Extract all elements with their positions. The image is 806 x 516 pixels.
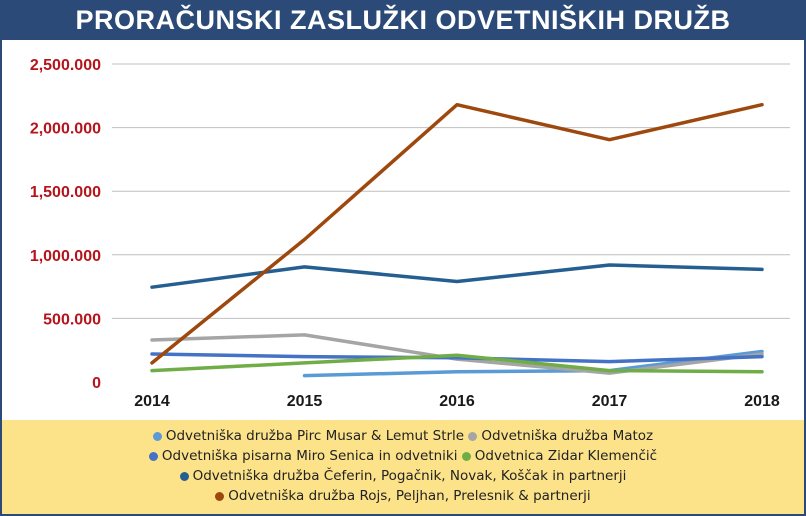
- legend-dot-icon: [152, 431, 162, 441]
- y-tick-label: 1,500.000: [30, 184, 101, 201]
- legend-row-2: Odvetniška pisarna Miro Senica in odvetn…: [2, 448, 804, 465]
- series-line-5: [150, 263, 764, 289]
- legend-label: Odvetniška družba Čeferin, Pogačnik, Nov…: [192, 468, 627, 484]
- legend-row-4: Odvetniška družba Rojs, Peljhan, Prelesn…: [2, 488, 804, 505]
- grid-layer: [112, 63, 790, 319]
- series-line-1: [302, 349, 764, 378]
- chart-title-bar: PRORAČUNSKI ZASLUŽKI ODVETNIŠKIH DRUŽB: [0, 0, 806, 40]
- legend-item: Odvetniška pisarna Miro Senica in odvetn…: [148, 448, 458, 464]
- chart-title: PRORAČUNSKI ZASLUŽKI ODVETNIŠKIH DRUŽB: [75, 4, 731, 35]
- series-line-6: [150, 102, 764, 365]
- y-tick-label: 0: [92, 375, 101, 392]
- legend-label: Odvetniška družba Matoz: [481, 428, 654, 444]
- legend-row-1: Odvetniška družba Pirc Musar & Lemut Str…: [2, 428, 804, 445]
- series-layer: [150, 102, 764, 378]
- legend-label: Odvetniška pisarna Miro Senica in odvetn…: [161, 448, 458, 464]
- series-line-3: [150, 352, 764, 364]
- y-tick-label: 500.000: [43, 311, 101, 328]
- y-axis-ticks: 0 500.000 1,000.000 1,500.000 2,000.000 2,500…: [30, 57, 101, 392]
- legend-item: Odvetniška družba Matoz: [468, 428, 653, 444]
- legend-label: Odvetnica Zidar Klemenčič: [474, 448, 658, 464]
- legend-item: Odvetniška družba Čeferin, Pogačnik, Nov…: [179, 468, 627, 484]
- x-tick-label: 2016: [439, 393, 475, 410]
- legend: Odvetniška družba Pirc Musar & Lemut Str…: [2, 420, 804, 514]
- y-tick-label: 2,500.000: [30, 57, 101, 74]
- legend-dot-icon: [468, 431, 478, 441]
- x-tick-label: 2018: [744, 393, 780, 410]
- legend-dot-icon: [179, 471, 189, 481]
- legend-dot-icon: [215, 491, 225, 501]
- y-tick-label: 2,000.000: [30, 121, 101, 138]
- legend-label: Odvetniška družba Pirc Musar & Lemut Str…: [165, 428, 465, 444]
- legend-dot-icon: [461, 451, 471, 461]
- x-tick-label: 2017: [592, 393, 628, 410]
- legend-label: Odvetniška družba Rojs, Peljhan, Prelesn…: [228, 488, 591, 504]
- y-tick-label: 1,000.000: [30, 248, 101, 265]
- x-axis-ticks: 2014 2015 2016 2017 2018: [134, 393, 780, 410]
- legend-row-3: Odvetniška družba Čeferin, Pogačnik, Nov…: [2, 468, 804, 485]
- legend-item: Odvetniška družba Pirc Musar & Lemut Str…: [152, 428, 465, 444]
- x-tick-label: 2015: [287, 393, 323, 410]
- legend-dot-icon: [148, 451, 158, 461]
- series-line-4: [150, 353, 764, 374]
- chart-plot-area: 0 500.000 1,000.000 1,500.000 2,000.000 2,500…: [30, 57, 790, 410]
- x-tick-label: 2014: [134, 393, 170, 410]
- legend-item: Odvetniška družba Rojs, Peljhan, Prelesn…: [215, 488, 591, 504]
- legend-item: Odvetnica Zidar Klemenčič: [461, 448, 658, 464]
